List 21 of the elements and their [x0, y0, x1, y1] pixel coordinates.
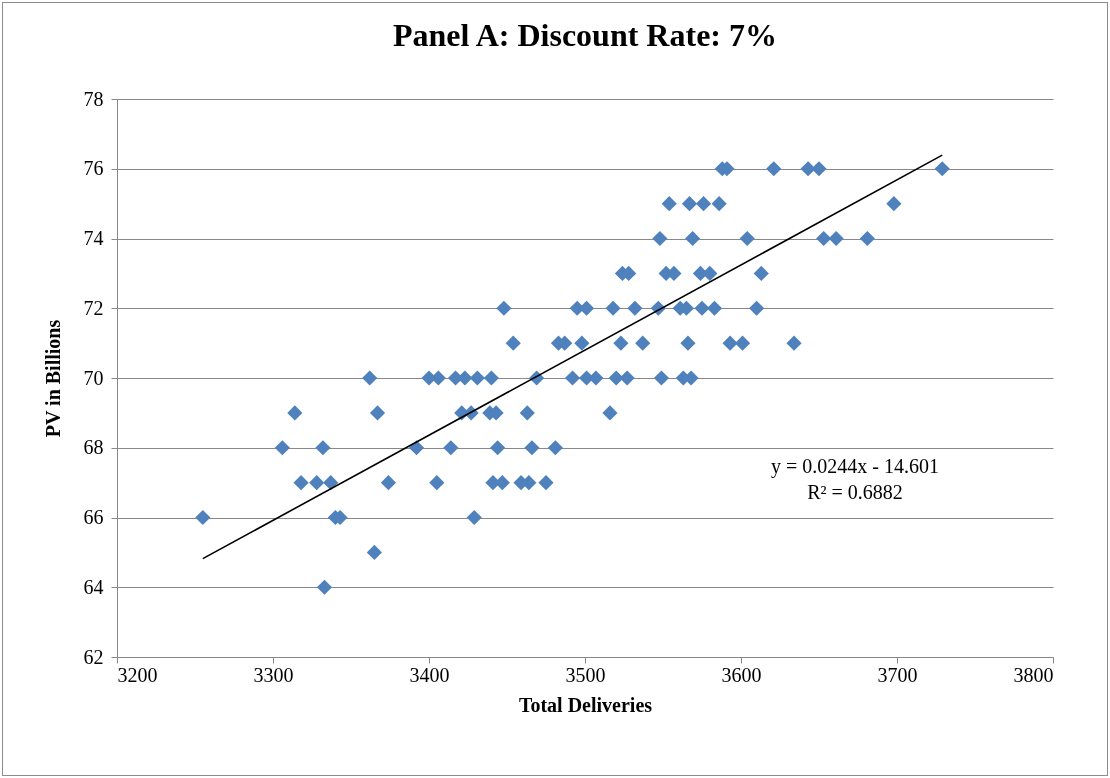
y-tick-label: 72: [83, 296, 104, 319]
x-tick-label: 3800: [1013, 663, 1054, 686]
y-axis-title: PV in Billions: [41, 319, 64, 438]
y-tick-label: 70: [83, 366, 104, 389]
x-tick-label: 3600: [721, 663, 762, 686]
y-tick-label: 74: [83, 227, 104, 249]
x-tick-label: 3400: [409, 663, 450, 686]
x-tick-label: 3200: [117, 663, 158, 686]
annotation: y = 0.0244x - 14.601: [771, 455, 939, 478]
y-tick-label: 62: [83, 645, 104, 668]
y-tick-label: 68: [83, 436, 104, 459]
x-tick-label: 3300: [253, 663, 294, 686]
y-tick-label: 78: [83, 87, 104, 110]
y-tick-label: 64: [83, 575, 104, 598]
y-tick-label: 66: [83, 506, 104, 528]
chart-title: Panel A: Discount Rate: 7%: [393, 17, 777, 53]
x-tick-label: 3500: [565, 663, 606, 686]
y-tick-label: 76: [83, 157, 104, 180]
x-tick-label: 3700: [877, 663, 918, 686]
annotation: R² = 0.6882: [807, 481, 903, 503]
x-axis-title: Total Deliveries: [518, 693, 653, 716]
